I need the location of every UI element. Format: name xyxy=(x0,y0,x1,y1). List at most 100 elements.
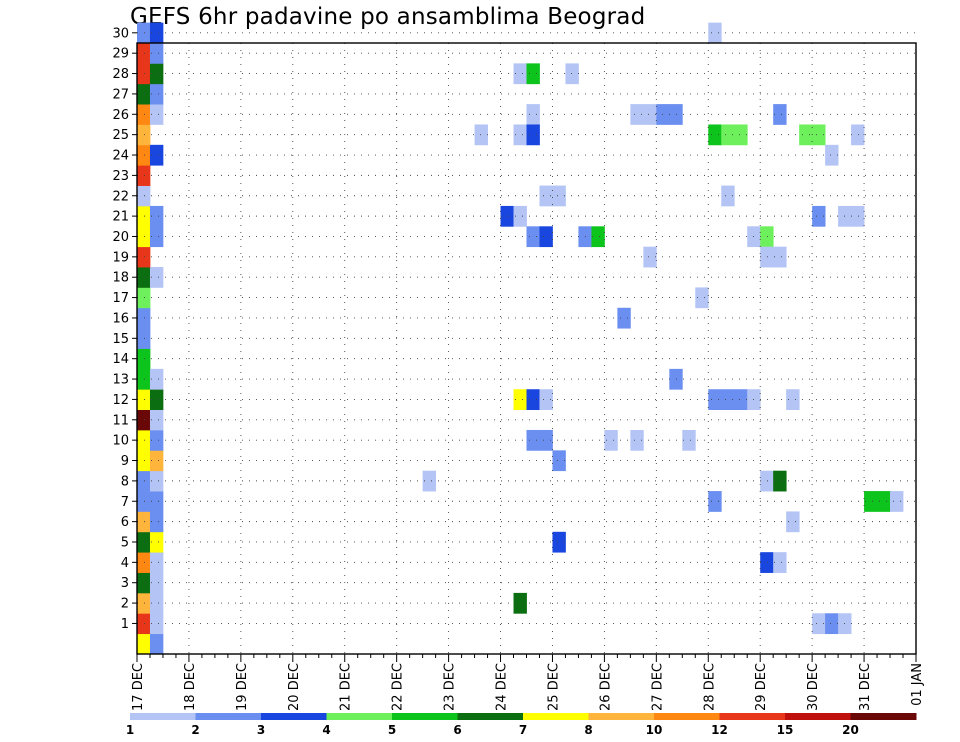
heatmap-cell xyxy=(137,633,151,655)
heatmap-cell xyxy=(825,144,839,166)
heatmap-cell xyxy=(864,491,878,512)
heatmap-cell xyxy=(137,429,151,451)
x-tick-label: 22 DEC xyxy=(391,663,406,711)
colorbar-segment xyxy=(261,713,327,720)
heatmap-cell xyxy=(721,389,735,410)
heatmap-cell xyxy=(149,83,164,105)
heatmap-cell xyxy=(137,144,151,166)
heatmap-cell xyxy=(149,470,164,492)
y-axis: 1234567891011121314151617181920212223242… xyxy=(112,26,137,632)
y-tick-label: 14 xyxy=(112,352,129,367)
heatmap-cell xyxy=(773,552,787,573)
colorbar-segment xyxy=(588,713,655,720)
heatmap-cell xyxy=(812,613,826,635)
heatmap-cell xyxy=(539,226,553,248)
heatmap-cell xyxy=(149,22,164,44)
colorbar-label: 4 xyxy=(322,723,330,737)
y-tick-label: 23 xyxy=(112,169,129,184)
y-tick-label: 11 xyxy=(112,413,129,428)
heatmap-cell xyxy=(773,470,787,492)
y-tick-label: 30 xyxy=(112,26,129,41)
heatmap-cell xyxy=(149,409,164,431)
colorbar-label: 2 xyxy=(191,723,199,737)
colorbar-segment xyxy=(719,713,786,720)
heatmap-cell xyxy=(137,592,151,614)
heatmap-cell xyxy=(137,450,151,472)
heatmap-cell xyxy=(630,429,644,451)
colorbar-segment xyxy=(654,713,720,720)
colorbar-label: 15 xyxy=(777,723,794,737)
y-tick-label: 29 xyxy=(112,47,129,62)
heatmap-cell xyxy=(552,450,566,472)
heatmap-cell xyxy=(812,205,826,227)
heatmap-cell xyxy=(773,104,787,125)
heatmap-cell xyxy=(149,389,164,410)
heatmap-cell xyxy=(734,389,748,410)
x-tick-label: 27 DEC xyxy=(650,663,665,711)
x-tick-label: 21 DEC xyxy=(339,663,354,711)
heatmap-cell xyxy=(682,429,696,451)
heatmap-cell xyxy=(721,185,735,207)
colorbar-label: 5 xyxy=(388,723,396,737)
heatmap-cells xyxy=(137,22,904,655)
y-tick-label: 28 xyxy=(112,67,129,82)
heatmap-cell xyxy=(149,511,164,533)
colorbar-label: 1 xyxy=(126,723,134,737)
heatmap-cell xyxy=(552,531,566,553)
y-tick-label: 19 xyxy=(112,250,129,265)
y-tick-label: 18 xyxy=(112,271,129,286)
heatmap-cell xyxy=(552,185,566,207)
heatmap-cell xyxy=(149,429,164,451)
x-tick-label: 18 DEC xyxy=(183,663,198,711)
heatmap-cell xyxy=(513,205,527,227)
heatmap-cell xyxy=(474,124,488,146)
heatmap-cell xyxy=(137,205,151,227)
y-tick-label: 5 xyxy=(121,535,129,550)
heatmap-cell xyxy=(786,511,800,533)
y-tick-label: 20 xyxy=(112,230,129,245)
heatmap-cell xyxy=(799,124,813,146)
heatmap-cell xyxy=(513,124,527,146)
heatmap-cell xyxy=(149,491,164,512)
heatmap-cell xyxy=(149,592,164,614)
heatmap-cell xyxy=(149,531,164,553)
colorbar-label: 12 xyxy=(711,723,728,737)
heatmap-cell xyxy=(422,470,437,492)
heatmap-cell xyxy=(526,104,540,125)
heatmap-cell xyxy=(526,63,540,85)
y-tick-label: 13 xyxy=(112,373,129,388)
heatmap-cell xyxy=(513,63,527,85)
heatmap-cell xyxy=(137,470,151,492)
heatmap-cell xyxy=(760,226,774,248)
heatmap-cell xyxy=(149,552,164,573)
heatmap-cell xyxy=(513,389,527,410)
y-tick-label: 27 xyxy=(112,87,129,102)
x-tick-label: 24 DEC xyxy=(495,663,510,711)
x-tick-label: 25 DEC xyxy=(546,663,561,711)
heatmap-cell xyxy=(513,592,527,614)
heatmap-cell xyxy=(137,246,151,268)
heatmap-cell xyxy=(812,124,826,146)
heatmap-cell xyxy=(137,552,151,573)
heatmap-cell xyxy=(539,389,553,410)
y-tick-label: 16 xyxy=(112,311,129,326)
heatmap-cell xyxy=(149,450,164,472)
heatmap-cell xyxy=(149,63,164,85)
y-tick-label: 1 xyxy=(121,617,129,632)
heatmap-cell xyxy=(825,613,839,635)
heatmap-cell xyxy=(137,348,151,370)
heatmap-cell xyxy=(630,104,644,125)
y-tick-label: 9 xyxy=(121,454,129,469)
heatmap-cell xyxy=(137,22,151,44)
heatmap-cell xyxy=(137,124,151,146)
heatmap-cell xyxy=(137,368,151,390)
heatmap-cell xyxy=(526,124,540,146)
y-tick-label: 17 xyxy=(112,291,129,306)
x-tick-label: 17 DEC xyxy=(131,663,146,711)
heatmap-cell xyxy=(149,226,164,248)
y-tick-label: 3 xyxy=(121,576,129,591)
chart-title: GEFS 6hr padavine po ansamblima Beograd xyxy=(130,4,646,30)
heatmap-cell xyxy=(734,124,748,146)
x-tick-label: 29 DEC xyxy=(754,663,769,711)
heatmap-cell xyxy=(137,63,151,85)
